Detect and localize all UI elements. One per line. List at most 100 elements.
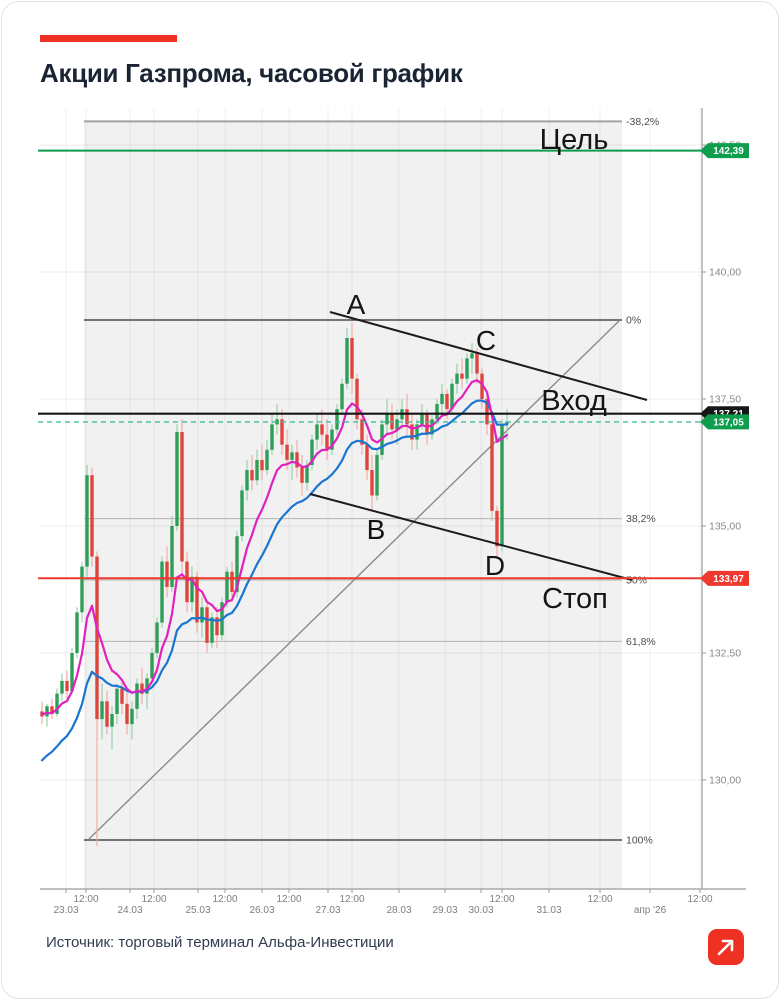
candle-down bbox=[50, 706, 54, 714]
candle-up bbox=[435, 404, 439, 420]
time-axis-label: 12:00 bbox=[687, 894, 712, 905]
page-title: Акции Газпрома, часовой график bbox=[40, 58, 463, 88]
candle-down bbox=[325, 434, 329, 450]
candle-down bbox=[480, 373, 484, 399]
source-caption: Источник: торговый терминал Альфа-Инвест… bbox=[46, 934, 394, 951]
stop-line-tag bbox=[700, 570, 749, 586]
candle-down bbox=[125, 703, 129, 725]
time-axis-label: 27.03 bbox=[315, 905, 340, 916]
candle-up bbox=[345, 338, 349, 384]
candle-up bbox=[70, 653, 74, 692]
candle-up bbox=[440, 393, 444, 405]
candle-up bbox=[430, 419, 434, 435]
candle-down bbox=[485, 399, 489, 425]
price-axis-label: 140,00 bbox=[709, 267, 741, 279]
candle-down bbox=[180, 432, 184, 562]
time-axis-label: 30.03 bbox=[468, 905, 493, 916]
time-axis-label: 26.03 bbox=[249, 905, 274, 916]
time-axis-label: 24.03 bbox=[117, 905, 142, 916]
candle-down bbox=[165, 561, 169, 587]
candle-down bbox=[65, 680, 69, 692]
price-axis-label: 135,00 bbox=[709, 521, 741, 533]
time-axis-label: 12:00 bbox=[212, 894, 237, 905]
time-axis-label: 12:00 bbox=[587, 894, 612, 905]
candle-up bbox=[80, 566, 84, 613]
candle-up bbox=[235, 536, 239, 593]
candle-down bbox=[120, 688, 124, 704]
candle-up bbox=[200, 607, 204, 623]
candle-up bbox=[115, 688, 119, 714]
candle-up bbox=[225, 571, 229, 603]
chart-letter: D bbox=[485, 550, 505, 581]
ema-slow-line bbox=[40, 399, 509, 762]
candle-up bbox=[245, 470, 249, 491]
candle-down bbox=[490, 424, 494, 511]
time-axis-label: 12:00 bbox=[339, 894, 364, 905]
time-axis-label: 29.03 bbox=[432, 905, 457, 916]
price-axis-label: 132,50 bbox=[709, 648, 741, 660]
candle-up bbox=[130, 708, 134, 725]
time-axis-label: 12:00 bbox=[276, 894, 301, 905]
price-axis-label: 137,50 bbox=[709, 394, 741, 406]
candle-down bbox=[250, 470, 254, 481]
candle-up bbox=[305, 465, 309, 483]
candle-up bbox=[290, 452, 294, 460]
candle-down bbox=[370, 470, 374, 496]
candle-down bbox=[355, 378, 359, 420]
candle-down bbox=[475, 353, 479, 374]
candle-up bbox=[255, 460, 259, 481]
candle-up bbox=[450, 383, 454, 410]
candle-up bbox=[465, 358, 469, 379]
time-axis-label: 12:00 bbox=[73, 894, 98, 905]
candle-up bbox=[455, 373, 459, 384]
candle-up bbox=[330, 429, 334, 450]
candle-up bbox=[420, 414, 424, 425]
accent-bar bbox=[40, 35, 177, 42]
candle-up bbox=[265, 449, 269, 471]
ema-fast-line bbox=[40, 379, 509, 716]
candle-up bbox=[335, 409, 339, 430]
candle-up bbox=[155, 622, 159, 653]
time-axis-label: 12:00 bbox=[141, 894, 166, 905]
candle-down bbox=[185, 561, 189, 603]
candle-up bbox=[190, 576, 194, 603]
candle-up bbox=[75, 612, 79, 653]
candle-down bbox=[230, 571, 234, 592]
candle-down bbox=[215, 617, 219, 636]
candle-up bbox=[315, 424, 319, 440]
time-axis-label: 23.03 bbox=[53, 905, 78, 916]
fib-level-label: 100% bbox=[626, 835, 653, 847]
candle-up bbox=[55, 693, 59, 714]
candle-down bbox=[285, 444, 289, 460]
candle-down bbox=[445, 393, 449, 410]
fib-level-label: -38,2% bbox=[626, 116, 659, 128]
candle-down bbox=[460, 373, 464, 379]
target-line-tag bbox=[700, 143, 749, 159]
candle-down bbox=[260, 460, 264, 471]
candle-down bbox=[205, 607, 209, 643]
candle-down bbox=[105, 701, 109, 727]
candle-up bbox=[150, 653, 154, 679]
support-trendline bbox=[309, 493, 633, 581]
candle-up bbox=[45, 706, 49, 717]
candle-up bbox=[505, 421, 509, 425]
candle-up bbox=[470, 353, 474, 359]
time-axis-label: апр '26 bbox=[634, 905, 667, 916]
candle-down bbox=[95, 556, 99, 720]
candle-up bbox=[145, 678, 149, 694]
candle-up bbox=[100, 701, 104, 720]
chart-letter: A bbox=[347, 289, 366, 320]
fib-level-label: 61,8% bbox=[626, 636, 656, 648]
fib-diagonal bbox=[87, 319, 621, 841]
stop-line-tag-label: 133,97 bbox=[713, 574, 744, 585]
candle-up bbox=[85, 475, 89, 567]
target-label: Цель bbox=[540, 124, 609, 156]
candle-down bbox=[280, 419, 284, 445]
candle-up bbox=[375, 454, 379, 496]
candle-up bbox=[395, 419, 399, 430]
candle-up bbox=[340, 383, 344, 410]
candle-up bbox=[240, 490, 244, 537]
last-price-line-tag-label: 137,05 bbox=[713, 417, 744, 428]
chart-letter: B bbox=[367, 514, 386, 545]
